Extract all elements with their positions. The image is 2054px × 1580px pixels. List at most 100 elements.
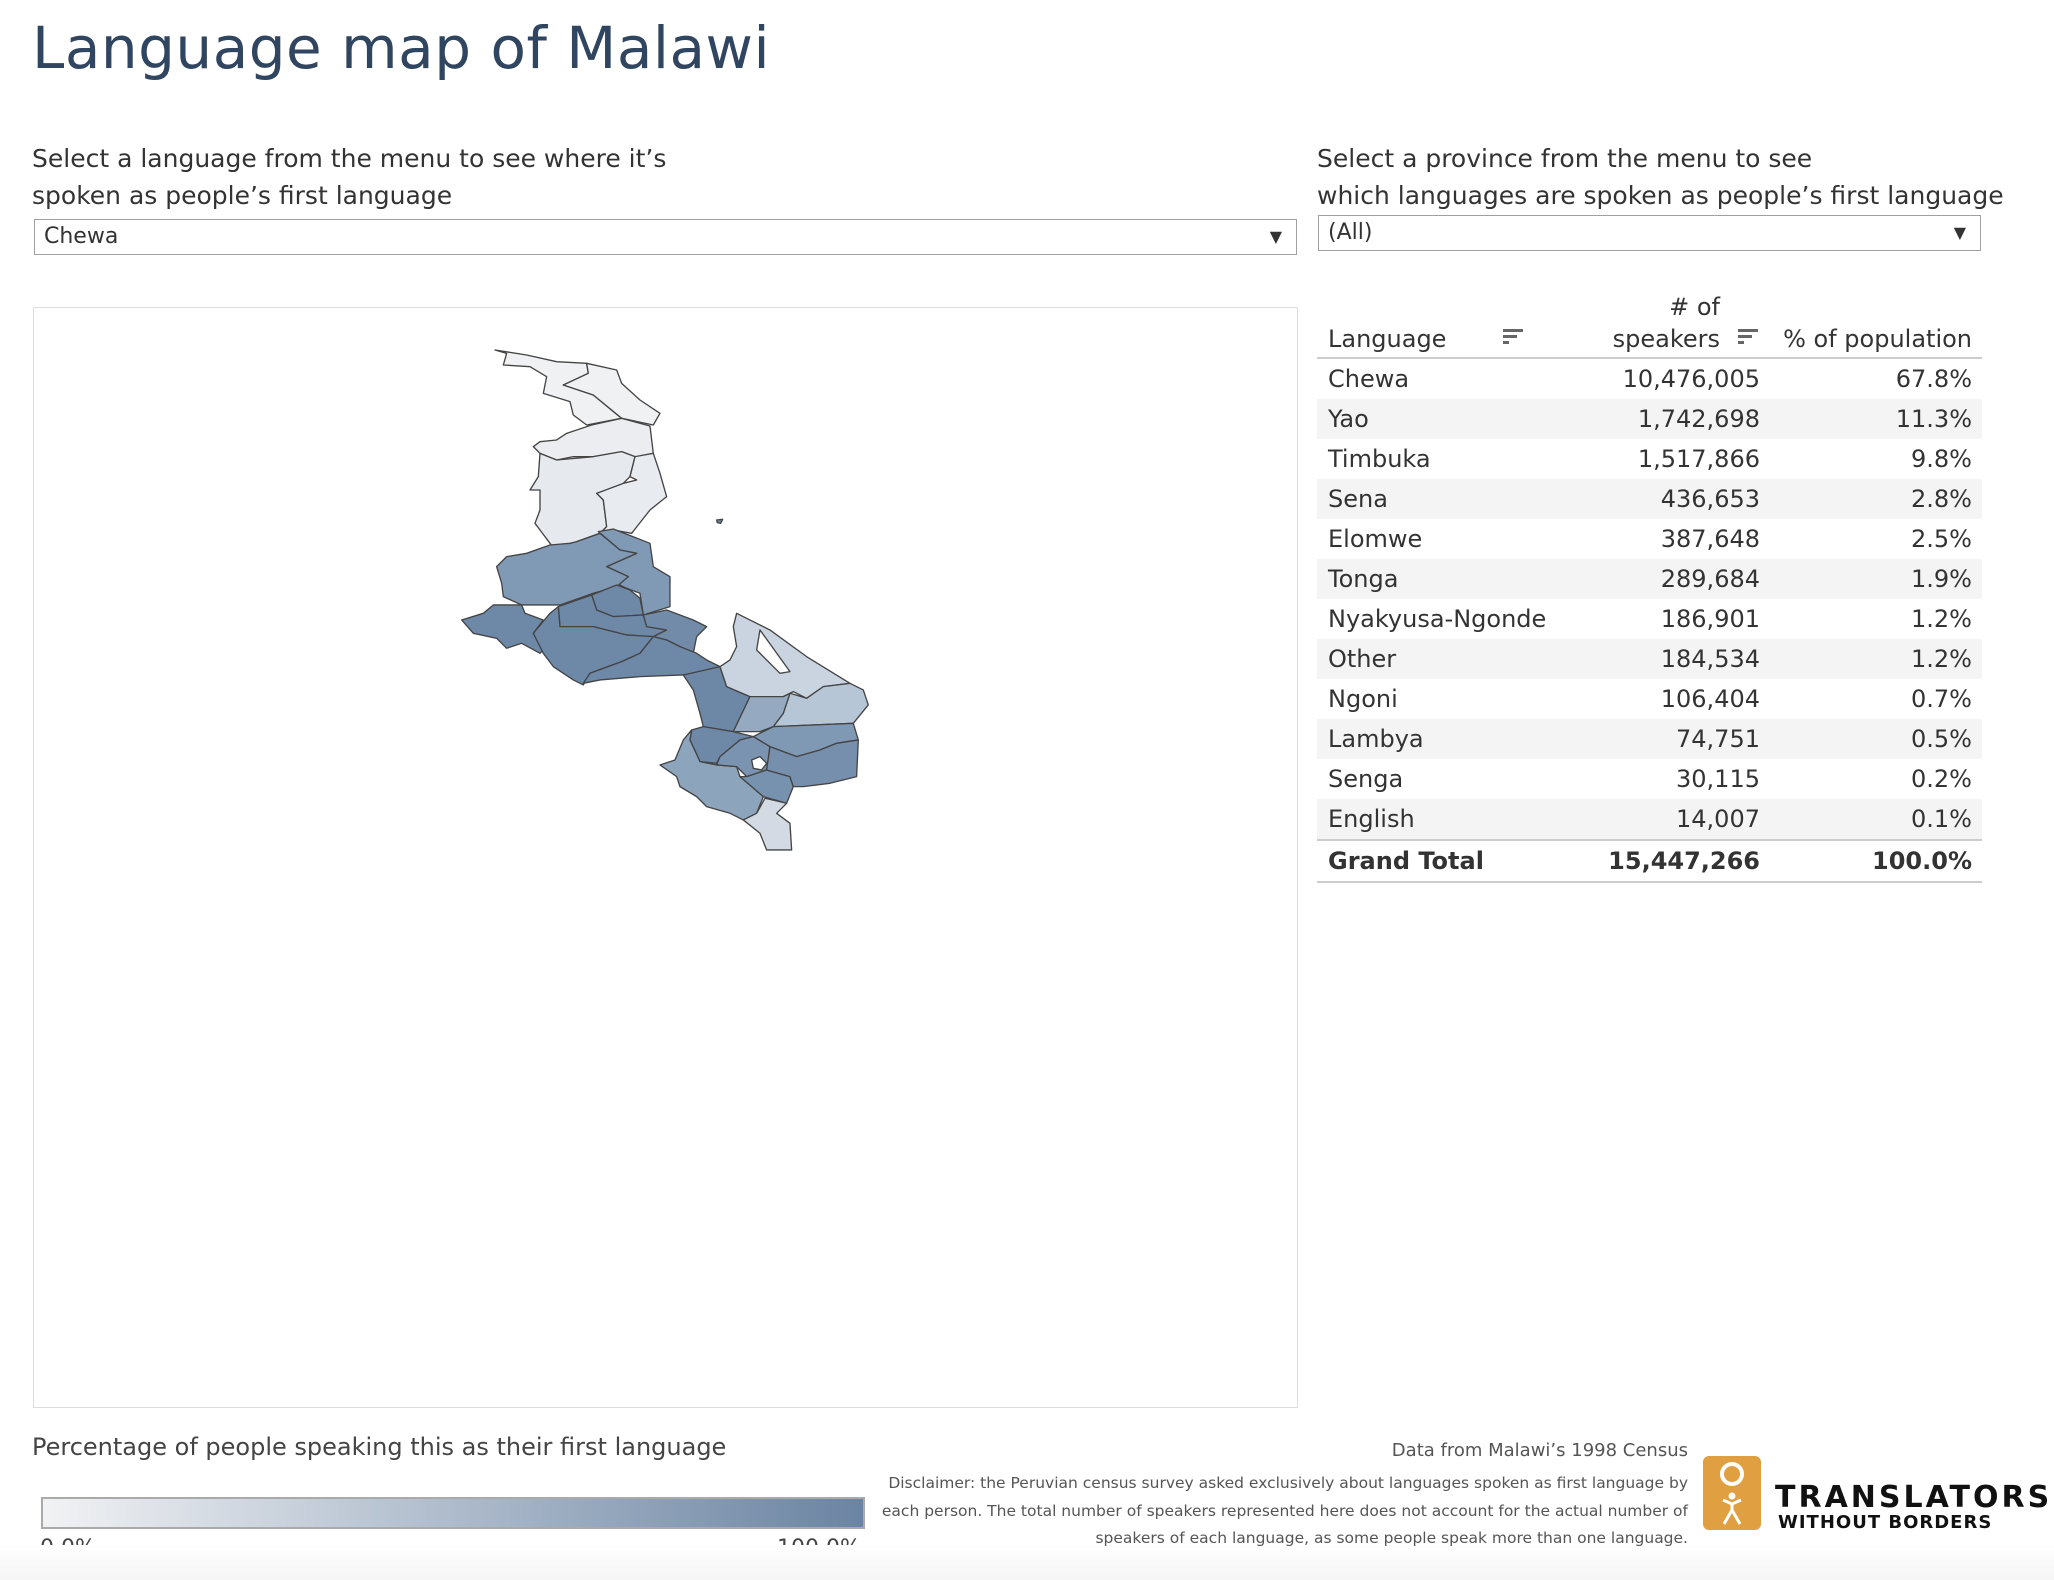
cell-speakers: 30,115: [1676, 765, 1760, 793]
table-header: Language # of speakers % of population: [1317, 285, 1982, 359]
cell-language: English: [1328, 805, 1415, 833]
cell-speakers: 10,476,005: [1622, 365, 1760, 393]
table-row[interactable]: Ngoni 106,404 0.7%: [1317, 679, 1982, 719]
brand-name-line2: WITHOUT BORDERS: [1778, 1512, 1993, 1533]
province-dropdown[interactable]: (All) ▼: [1318, 215, 1981, 251]
dropdown-arrow-icon[interactable]: ▼: [1953, 223, 1966, 242]
cell-pct: 2.8%: [1911, 485, 1972, 513]
table-row[interactable]: Other 184,534 1.2%: [1317, 639, 1982, 679]
header-speakers-line2[interactable]: speakers: [1612, 325, 1720, 353]
province-filter-label-line1: Select a province from the menu to see: [1317, 144, 1813, 173]
cell-speakers: 436,653: [1660, 485, 1760, 513]
language-filter-label-line1: Select a language from the menu to see w…: [32, 144, 667, 173]
total-pct: 100.0%: [1872, 847, 1972, 875]
disclaimer: Disclaimer: the Peruvian census survey a…: [882, 1470, 1688, 1553]
language-dropdown-value: Chewa: [44, 224, 119, 249]
total-speakers: 15,447,266: [1608, 847, 1760, 875]
district-rumphi[interactable]: [532, 417, 654, 461]
cell-pct: 9.8%: [1911, 445, 1972, 473]
cell-language: Other: [1328, 645, 1397, 673]
cell-speakers: 14,007: [1676, 805, 1760, 833]
province-filter-label: Select a province from the menu to see w…: [1317, 140, 2004, 214]
language-table: Language # of speakers % of population C…: [1317, 285, 1982, 883]
page-title: Language map of Malawi: [32, 14, 771, 82]
cell-language: Yao: [1328, 405, 1369, 433]
likoma-island[interactable]: [715, 518, 724, 524]
total-label: Grand Total: [1328, 847, 1484, 875]
cell-pct: 0.5%: [1911, 725, 1972, 753]
cell-pct: 11.3%: [1895, 405, 1972, 433]
table-row[interactable]: Timbuka 1,517,866 9.8%: [1317, 439, 1982, 479]
cell-speakers: 186,901: [1660, 605, 1760, 633]
cell-language: Lambya: [1328, 725, 1424, 753]
language-filter-label-line2: spoken as people’s first language: [32, 181, 453, 210]
cell-language: Timbuka: [1328, 445, 1431, 473]
cell-pct: 1.9%: [1911, 565, 1972, 593]
table-row[interactable]: English 14,007 0.1%: [1317, 799, 1982, 839]
map-frame: [33, 307, 1298, 1408]
cell-pct: 0.1%: [1911, 805, 1972, 833]
language-dropdown[interactable]: Chewa ▼: [34, 219, 1297, 255]
cell-speakers: 184,534: [1660, 645, 1760, 673]
sort-icon[interactable]: [1738, 329, 1758, 347]
district-kasungu[interactable]: [495, 532, 638, 606]
cell-speakers: 1,517,866: [1637, 445, 1760, 473]
table-row[interactable]: Elomwe 387,648 2.5%: [1317, 519, 1982, 559]
table-row[interactable]: Tonga 289,684 1.9%: [1317, 559, 1982, 599]
source-note: Data from Malawi’s 1998 Census: [1391, 1440, 1688, 1461]
table-body: Chewa 10,476,005 67.8% Yao 1,742,698 11.3% Tim…: [1317, 359, 1982, 839]
logo-figure-icon: [1720, 1462, 1744, 1525]
bottom-strip: [0, 1545, 2054, 1580]
district-balaka[interactable]: [732, 692, 791, 733]
district-dedza[interactable]: [582, 635, 721, 684]
cell-speakers: 387,648: [1660, 525, 1760, 553]
cell-speakers: 289,684: [1660, 565, 1760, 593]
cell-pct: 67.8%: [1895, 365, 1972, 393]
district-mulanje-phalombe[interactable]: [765, 739, 859, 788]
cell-speakers: 74,751: [1676, 725, 1760, 753]
cell-pct: 2.5%: [1911, 525, 1972, 553]
disclaimer-line2: each person. The total number of speaker…: [881, 1501, 1688, 1520]
cell-language: Elomwe: [1328, 525, 1423, 553]
district-mchinji[interactable]: [460, 604, 544, 654]
sort-icon[interactable]: [1503, 329, 1523, 347]
dropdown-arrow-icon[interactable]: ▼: [1269, 227, 1282, 246]
cell-language: Senga: [1328, 765, 1404, 793]
table-row[interactable]: Chewa 10,476,005 67.8%: [1317, 359, 1982, 399]
lake-malombe: [755, 629, 791, 674]
legend-title: Percentage of people speaking this as th…: [32, 1433, 727, 1461]
cell-language: Sena: [1328, 485, 1388, 513]
cell-pct: 0.2%: [1911, 765, 1972, 793]
cell-pct: 1.2%: [1911, 645, 1972, 673]
language-filter-label: Select a language from the menu to see w…: [32, 140, 666, 214]
cell-language: Chewa: [1328, 365, 1410, 393]
translators-without-borders-logo-icon: [1703, 1456, 1761, 1530]
table-row[interactable]: Lambya 74,751 0.5%: [1317, 719, 1982, 759]
table-row[interactable]: Nyakyusa-Ngonde 186,901 1.2%: [1317, 599, 1982, 639]
cell-language: Ngoni: [1328, 685, 1398, 713]
table-row[interactable]: Sena 436,653 2.8%: [1317, 479, 1982, 519]
province-dropdown-value: (All): [1328, 220, 1373, 245]
city-blantyre: [750, 755, 768, 771]
header-speakers-line1: # of: [1669, 293, 1720, 321]
disclaimer-line1: Disclaimer: the Peruvian census survey a…: [888, 1474, 1688, 1492]
cell-language: Tonga: [1328, 565, 1399, 593]
cell-pct: 0.7%: [1911, 685, 1972, 713]
district-nsanje[interactable]: [742, 797, 793, 851]
table-row[interactable]: Senga 30,115 0.2%: [1317, 759, 1982, 799]
cell-pct: 1.2%: [1911, 605, 1972, 633]
cell-language: Nyakyusa-Ngonde: [1328, 605, 1547, 633]
cell-speakers: 106,404: [1660, 685, 1760, 713]
district-chitipa[interactable]: [494, 349, 623, 426]
brand-name-line1: TRANSLATORS: [1775, 1480, 2053, 1515]
district-karonga[interactable]: [562, 362, 661, 426]
legend-color-ramp: [41, 1497, 865, 1529]
province-filter-label-line2: which languages are spoken as people’s f…: [1317, 181, 2004, 210]
disclaimer-line3: speakers of each language, as some peopl…: [1095, 1529, 1688, 1547]
header-language[interactable]: Language: [1328, 325, 1447, 353]
header-pct[interactable]: % of population: [1783, 325, 1972, 353]
grand-total-row: Grand Total 15,447,266 100.0%: [1317, 839, 1982, 883]
table-row[interactable]: Yao 1,742,698 11.3%: [1317, 399, 1982, 439]
cell-speakers: 1,742,698: [1637, 405, 1760, 433]
